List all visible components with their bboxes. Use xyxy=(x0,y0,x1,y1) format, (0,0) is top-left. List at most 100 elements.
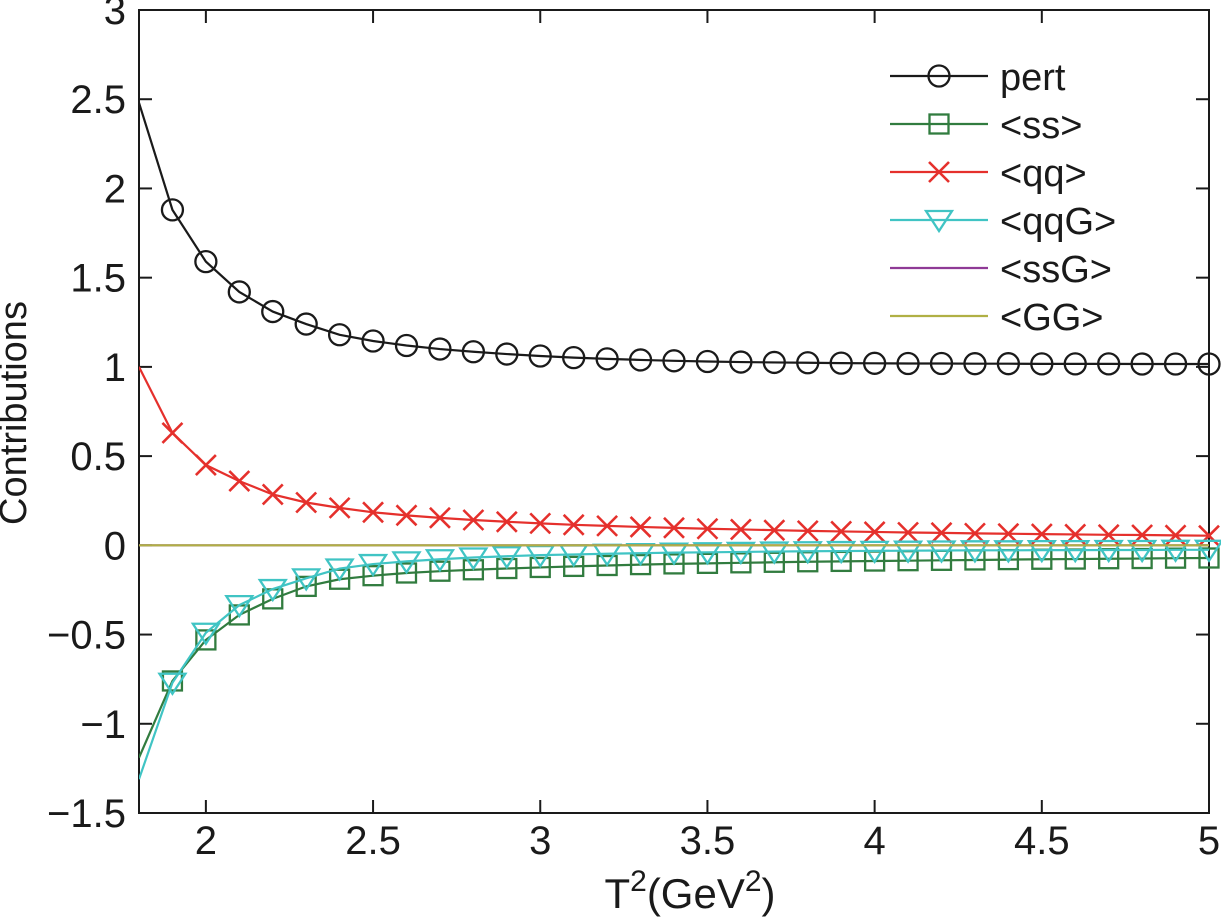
marker-triangle-down xyxy=(324,558,355,582)
marker-circle xyxy=(929,351,954,376)
marker-circle xyxy=(896,351,920,376)
marker-square xyxy=(529,556,551,579)
marker-x xyxy=(295,491,318,514)
marker-triangle-down xyxy=(1093,539,1124,564)
marker-square xyxy=(328,568,351,590)
marker-x xyxy=(228,470,251,493)
y-tick-labels: 3 2.5 2 1.5 1 0.5 0 −0.5 −1 −1.5 xyxy=(47,0,126,836)
marker-x xyxy=(830,520,853,543)
marker-circle xyxy=(528,344,552,368)
plot-box xyxy=(138,9,1210,814)
marker-triangle-down xyxy=(923,209,955,234)
series-markers-qq xyxy=(161,421,1220,547)
marker-circle xyxy=(227,280,251,304)
y-tick-label: 0 xyxy=(104,524,126,568)
marker-triangle-down xyxy=(491,546,522,570)
marker-x xyxy=(362,501,384,524)
marker-x xyxy=(696,517,719,540)
marker-circle xyxy=(662,349,686,373)
marker-x xyxy=(462,509,485,531)
marker-circle xyxy=(1163,352,1188,376)
marker-circle xyxy=(261,299,285,324)
marker-square xyxy=(563,555,585,578)
marker-square xyxy=(429,560,451,582)
marker-square xyxy=(629,553,652,576)
series-qqG xyxy=(139,539,1221,780)
marker-square xyxy=(462,559,485,581)
legend-entry-ssG: <ssG> xyxy=(890,249,1112,291)
marker-x xyxy=(1198,524,1220,547)
marker-x xyxy=(596,514,619,537)
marker-x xyxy=(863,521,886,543)
marker-circle xyxy=(996,352,1021,376)
marker-circle xyxy=(695,349,720,374)
series-markers-ss xyxy=(161,547,1220,692)
marker-circle xyxy=(562,345,586,370)
marker-x xyxy=(429,506,451,529)
marker-triangle-down xyxy=(224,594,255,619)
marker-triangle-down xyxy=(993,540,1024,564)
marker-circle xyxy=(796,351,820,375)
x-axis-label: T2(GeV2) xyxy=(604,865,775,917)
legend-label-ss: <ss> xyxy=(1000,105,1082,147)
marker-triangle-down xyxy=(1060,540,1091,564)
marker-circle xyxy=(428,337,452,361)
marker-x xyxy=(529,512,552,535)
y-axis-label: Contributions xyxy=(0,301,35,525)
marker-square xyxy=(596,554,618,577)
legend-label-GG: <GG> xyxy=(1000,297,1104,339)
marker-square xyxy=(395,562,418,584)
marker-square xyxy=(362,565,384,587)
y-tick-label: 2.5 xyxy=(70,78,126,122)
marker-circle xyxy=(495,342,519,366)
series-pert xyxy=(139,102,1221,376)
legend-entry-qq: <qq> xyxy=(890,153,1087,195)
series-line-ss xyxy=(139,556,1209,759)
marker-circle xyxy=(327,323,352,347)
marker-triangle-down xyxy=(357,553,389,578)
marker-triangle-down xyxy=(458,547,489,571)
y-tick-label: 1 xyxy=(104,346,126,390)
marker-triangle-down xyxy=(959,540,991,564)
y-tick-label: 0.5 xyxy=(70,435,126,479)
marker-square xyxy=(295,575,317,598)
marker-x xyxy=(930,521,953,544)
marker-circle xyxy=(394,333,419,358)
marker-circle xyxy=(160,198,185,222)
marker-triangle-down xyxy=(826,540,857,565)
x-tick-label: 5 xyxy=(1198,819,1220,863)
marker-circle xyxy=(963,352,987,376)
marker-circle xyxy=(729,350,753,374)
marker-triangle-down xyxy=(926,540,957,564)
marker-square xyxy=(696,552,719,575)
marker-circle xyxy=(1197,352,1221,376)
marker-circle xyxy=(829,351,853,375)
marker-circle xyxy=(1030,352,1054,376)
marker-square xyxy=(763,551,785,573)
y-tick-label: 1.5 xyxy=(70,257,126,301)
x-tick-labels: 2 2.5 3 3.5 4 4.5 5 xyxy=(195,819,1220,863)
marker-triangle-down xyxy=(859,540,890,564)
marker-circle xyxy=(1130,352,1154,376)
x-tick-label: 3.5 xyxy=(680,819,736,863)
legend-label-ssG: <ssG> xyxy=(1000,249,1112,291)
marker-circle xyxy=(461,340,486,364)
x-tick-label: 4.5 xyxy=(1014,819,1070,863)
marker-x xyxy=(897,521,919,544)
marker-x xyxy=(194,454,217,476)
legend-label-pert: pert xyxy=(1000,57,1066,99)
marker-x xyxy=(729,518,752,541)
marker-triangle-down xyxy=(1160,539,1191,563)
y-tick-label: −1 xyxy=(80,703,126,747)
y-tick-label: 2 xyxy=(104,167,126,211)
marker-triangle-down xyxy=(291,568,322,592)
marker-triangle-down xyxy=(792,541,823,565)
marker-triangle-down xyxy=(658,542,690,566)
marker-x xyxy=(663,516,685,539)
marker-x xyxy=(928,161,950,183)
marker-x xyxy=(763,519,786,542)
marker-x xyxy=(495,510,518,533)
marker-circle xyxy=(1063,352,1087,376)
marker-square xyxy=(1198,547,1220,569)
